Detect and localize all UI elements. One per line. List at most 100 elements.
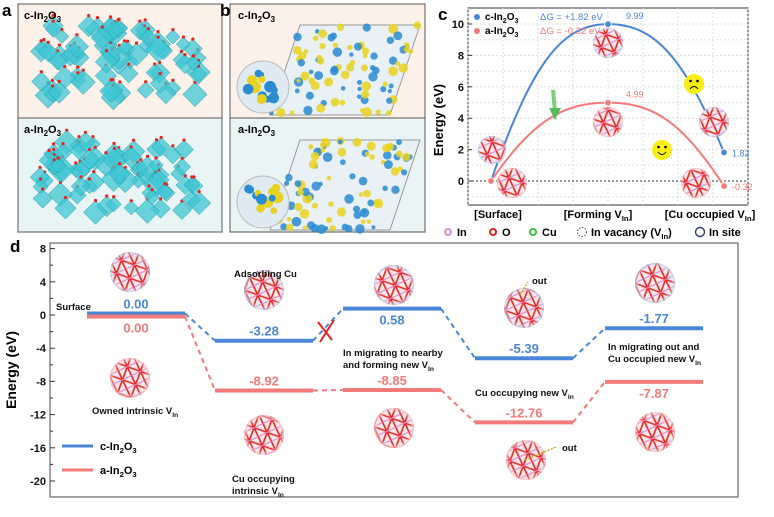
cu-occupying-intrinsic-label: Cu occupying: [232, 474, 295, 485]
charge-blob: [285, 223, 294, 231]
oxygen-atom: [182, 138, 186, 142]
energy-value-label: 0.58: [379, 313, 404, 328]
out-label: out: [532, 276, 548, 287]
oxygen-atom: [76, 71, 80, 75]
y-tick-label: 0: [40, 310, 46, 322]
charge-blob: [358, 192, 364, 197]
legend-label: In site: [709, 227, 741, 239]
charge-blob: [310, 151, 320, 161]
polyhedron: [64, 34, 89, 59]
y-tick-label: -12: [30, 410, 46, 422]
charge-blob: [395, 61, 401, 67]
oxygen-atom: [57, 79, 61, 83]
label-text: Adsorbing Cu: [234, 269, 297, 280]
legend-label: In vacancy (VIn): [591, 227, 672, 241]
polyhedron: [105, 196, 122, 213]
oxygen-atom: [56, 156, 60, 160]
oxygen-atom: [51, 13, 55, 17]
charge-blob: [284, 180, 290, 186]
data-point: [604, 20, 612, 28]
charge-blob: [340, 86, 346, 91]
oxygen-atom: [139, 158, 143, 162]
charge-blob: [308, 159, 319, 170]
label-text: Owned intrinsic V: [92, 406, 173, 417]
charge-blob: [294, 180, 302, 187]
charge-blob: [359, 108, 365, 113]
oxygen-atom: [116, 18, 120, 22]
forbidden-cross-icon: [317, 319, 335, 343]
energy-value-label: 0.00: [123, 297, 148, 312]
label-text: O: [502, 227, 511, 239]
label-text: Cu: [542, 227, 557, 239]
charge-blob: [382, 185, 388, 192]
charge-blob: [363, 53, 368, 59]
polyhedron: [183, 176, 201, 194]
oxygen-atom: [65, 128, 69, 132]
oxygen-atom: [171, 78, 175, 82]
label-text: [Forming V: [564, 209, 623, 221]
structure-halo: [478, 136, 506, 164]
in-migrating-label: and forming new VIn: [343, 360, 434, 373]
transition-connector: [440, 308, 476, 359]
charge-blob: [245, 185, 255, 194]
charge-blob: [306, 221, 316, 230]
energy-value-label: -8.92: [249, 374, 279, 389]
y-tick-label: 4: [458, 113, 465, 125]
oxygen-atom: [156, 35, 160, 39]
oxygen-atom: [117, 162, 122, 166]
atom-legend: In O Cu In vacancy (VIn) In site: [444, 226, 741, 241]
structure-halo: [244, 270, 284, 310]
oxygen-atom: [92, 170, 96, 174]
formula-part: O: [124, 465, 133, 477]
x-category-label: [Surface]: [474, 209, 522, 221]
oxygen-atom: [109, 78, 113, 82]
polyhedron: [151, 137, 171, 157]
charge-blob: [344, 224, 353, 233]
formula-part: O: [507, 26, 515, 37]
subscript: In: [745, 214, 752, 223]
charge-blob: [353, 211, 362, 219]
oxygen-atom: [125, 39, 130, 43]
oxygen-atom: [180, 156, 184, 160]
transition-connector: [312, 308, 344, 342]
panel-d-ylabel: Energy (eV): [3, 331, 19, 409]
polyhedron: [32, 188, 53, 209]
label-text: In: [457, 227, 467, 239]
charge-blob: [364, 151, 370, 157]
oxygen-atom: [87, 14, 91, 18]
out-arrow: [524, 446, 557, 461]
charge-blob: [328, 201, 334, 207]
charge-blob: [258, 194, 267, 203]
panel-b-letter: b: [220, 1, 230, 20]
panel-a: a c-In2O3 a-In2O3: [2, 1, 223, 233]
formula-part: 3: [132, 446, 136, 455]
polyhedron: [172, 200, 192, 220]
legend-delta-g: ΔG = -0.32 eV: [540, 26, 601, 37]
oxygen-atom: [52, 147, 56, 151]
label-text: intrinsic V: [232, 486, 279, 497]
polyhedron: [190, 65, 207, 83]
legend-label: In: [457, 227, 467, 239]
charge-blob: [361, 90, 370, 99]
oxygen-atom: [76, 65, 80, 69]
oxygen-atom: [81, 68, 85, 72]
charge-blob: [339, 159, 346, 166]
oxygen-atom: [77, 134, 81, 139]
charge-blob: [336, 207, 347, 217]
charge-blob: [388, 56, 398, 65]
charge-blob: [358, 176, 368, 186]
data-point: [604, 98, 612, 107]
x-category-label: [Forming VIn]: [564, 209, 633, 223]
charge-blob: [348, 45, 353, 50]
polyhedron: [90, 26, 114, 50]
charge-blob: [311, 202, 318, 209]
oxygen-atom: [74, 161, 78, 165]
charge-blob: [308, 144, 314, 150]
polyhedron: [38, 41, 59, 63]
charge-blob: [326, 216, 333, 224]
charge-blob: [396, 139, 402, 146]
charge-blob: [271, 86, 278, 94]
oxygen-atom: [39, 70, 43, 74]
eye: [657, 145, 660, 149]
oxygen-atom: [171, 144, 175, 148]
